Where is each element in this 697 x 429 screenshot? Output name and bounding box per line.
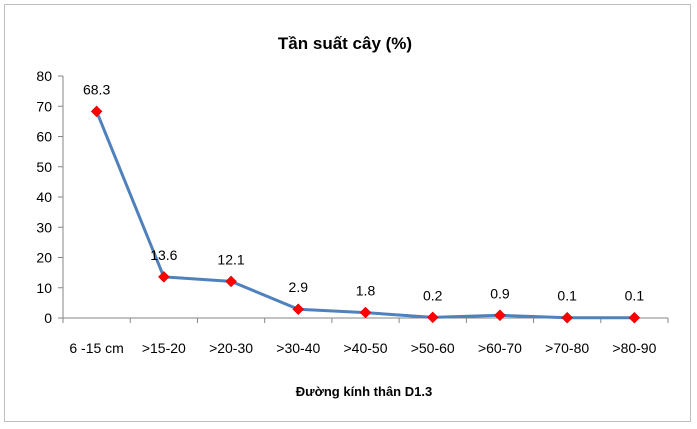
y-tick-label: 50	[36, 159, 52, 175]
x-axis-ticks: 6 -15 cm >15-20 >20-30 >30-40 >40-50 >50-60 >6…	[62, 318, 669, 356]
x-tick-label: >20-30	[209, 340, 253, 356]
data-label: 0.9	[490, 285, 510, 301]
chart-title: Tần suất cây (%)	[278, 34, 412, 53]
data-point-marker	[494, 309, 506, 322]
data-label: 68.3	[83, 81, 110, 97]
y-tick-label: 20	[36, 250, 52, 266]
x-tick-label: >30-40	[276, 340, 320, 356]
data-point-marker	[628, 311, 641, 324]
line-chart: Tần suất cây (%) 0 10 20 30 40 50 60 70 80 6 -15…	[36, 34, 669, 399]
y-tick-label: 80	[36, 68, 52, 84]
data-label: 1.8	[356, 283, 376, 299]
data-markers	[90, 105, 641, 324]
data-label: 2.9	[289, 279, 309, 295]
x-tick-label: >80-90	[612, 340, 656, 356]
x-tick-label: >70-80	[545, 340, 589, 356]
y-tick-label: 30	[36, 219, 52, 235]
x-tick-label: >60-70	[478, 340, 522, 356]
y-tick-label: 70	[36, 98, 52, 114]
data-label: 0.1	[625, 288, 645, 304]
data-point-marker	[426, 311, 439, 324]
x-tick-label: >15-20	[142, 340, 186, 356]
data-labels: 68.3 13.6 12.1 2.9 1.8 0.2 0.9 0.1 0.1	[83, 81, 644, 303]
data-point-marker	[225, 275, 237, 288]
data-label: 0.1	[557, 288, 577, 304]
chart-frame: Tần suất cây (%) 0 10 20 30 40 50 60 70 80 6 -15…	[4, 4, 691, 422]
data-point-marker	[359, 306, 372, 319]
data-label: 13.6	[150, 247, 177, 263]
y-tick-label: 10	[36, 280, 52, 296]
data-point-marker	[90, 105, 103, 118]
data-point-marker	[292, 303, 305, 316]
y-tick-label: 40	[36, 189, 52, 205]
x-tick-label: >40-50	[344, 340, 388, 356]
data-label: 0.2	[423, 287, 443, 303]
x-tick-label: 6 -15 cm	[69, 340, 123, 356]
x-tick-label: >50-60	[411, 340, 455, 356]
data-label: 12.1	[217, 251, 244, 267]
y-axis-ticks: 0 10 20 30 40 50 60 70 80	[36, 68, 63, 326]
data-point-marker	[157, 271, 170, 283]
x-axis-title: Đường kính thân D1.3	[296, 384, 432, 399]
y-tick-label: 0	[44, 310, 52, 326]
y-tick-label: 60	[36, 129, 52, 145]
data-point-marker	[561, 311, 574, 324]
